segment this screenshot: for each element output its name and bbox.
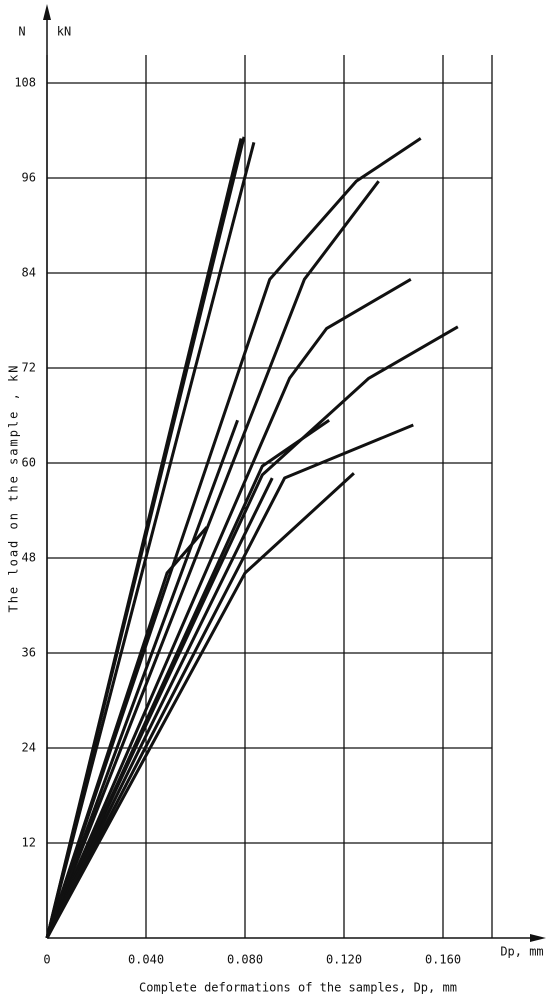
data-line xyxy=(45,325,459,939)
data-line xyxy=(45,472,355,939)
y-axis-symbol: N xyxy=(18,25,25,39)
data-line xyxy=(45,141,256,939)
x-tick-label: 0.160 xyxy=(425,953,461,967)
x-tick-label: 0 xyxy=(43,953,50,967)
y-tick-label: 96 xyxy=(22,171,36,185)
y-axis-title: The load on the sample , kN xyxy=(7,363,21,612)
data-line xyxy=(45,180,380,939)
y-tick-label: 24 xyxy=(22,741,36,755)
y-tick-label: 36 xyxy=(22,646,36,660)
y-tick-label: 72 xyxy=(22,361,36,375)
y-tick-label: 12 xyxy=(22,836,36,850)
y-axis-arrow xyxy=(43,4,51,20)
y-tick-label: 48 xyxy=(22,551,36,565)
y-tick-label: 84 xyxy=(22,266,36,280)
data-line xyxy=(45,136,246,939)
data-line xyxy=(45,419,330,939)
y-axis-unit: kN xyxy=(57,25,71,39)
data-line xyxy=(45,419,239,939)
x-axis-symbol: Dp, mm xyxy=(500,945,543,959)
x-tick-label: 0.080 xyxy=(227,953,263,967)
x-tick-label: 0.120 xyxy=(326,953,362,967)
data-line xyxy=(45,526,209,939)
y-tick-label: 108 xyxy=(14,76,36,90)
y-tick-label: 60 xyxy=(22,456,36,470)
data-line xyxy=(45,137,422,939)
x-tick-label: 0.040 xyxy=(128,953,164,967)
data-line xyxy=(45,477,274,939)
data-line xyxy=(45,278,412,939)
x-axis-title: Complete deformations of the samples, Dp… xyxy=(139,981,457,995)
data-line xyxy=(45,423,414,939)
x-axis-arrow xyxy=(530,934,546,942)
